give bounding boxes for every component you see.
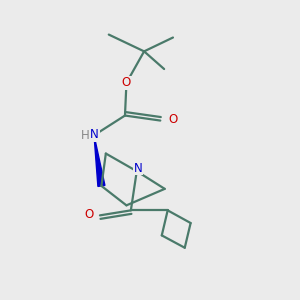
Polygon shape [94, 135, 105, 186]
Text: O: O [84, 208, 93, 221]
Text: H: H [81, 129, 90, 142]
Text: N: N [134, 162, 142, 175]
Text: O: O [168, 112, 177, 126]
Text: O: O [122, 76, 131, 89]
Text: N: N [90, 128, 99, 141]
